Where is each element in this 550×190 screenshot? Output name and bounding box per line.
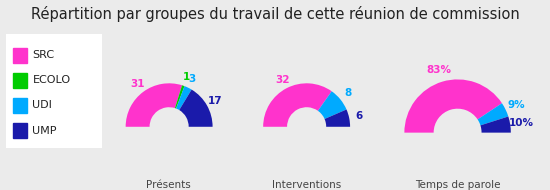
Text: 10%: 10% xyxy=(509,118,534,128)
FancyBboxPatch shape xyxy=(2,30,106,153)
Text: ECOLO: ECOLO xyxy=(32,75,70,85)
Text: Temps de parole
(mots prononcés): Temps de parole (mots prononcés) xyxy=(412,180,503,190)
Wedge shape xyxy=(318,91,346,119)
Text: SRC: SRC xyxy=(32,50,54,60)
Text: 31: 31 xyxy=(130,79,145,89)
Wedge shape xyxy=(179,89,213,127)
Wedge shape xyxy=(324,109,350,127)
Wedge shape xyxy=(404,79,502,133)
Text: 1: 1 xyxy=(183,72,190,82)
Text: 32: 32 xyxy=(275,75,289,85)
Text: UMP: UMP xyxy=(32,126,57,135)
Wedge shape xyxy=(480,116,511,133)
Text: 17: 17 xyxy=(208,96,223,106)
Bar xyxy=(13,48,26,63)
Bar xyxy=(13,98,26,113)
Text: Présents: Présents xyxy=(146,180,191,190)
Bar xyxy=(13,123,26,138)
Text: 8: 8 xyxy=(344,88,351,98)
Text: UDI: UDI xyxy=(32,101,52,110)
Text: 9%: 9% xyxy=(507,100,525,110)
Text: 83%: 83% xyxy=(426,66,452,75)
Text: Répartition par groupes du travail de cette réunion de commission: Répartition par groupes du travail de ce… xyxy=(31,6,519,22)
Bar xyxy=(13,73,26,88)
Wedge shape xyxy=(176,86,191,110)
Wedge shape xyxy=(125,83,182,127)
Wedge shape xyxy=(477,103,508,125)
Text: Interventions: Interventions xyxy=(272,180,341,190)
Wedge shape xyxy=(263,83,332,127)
Wedge shape xyxy=(175,85,185,108)
Text: 6: 6 xyxy=(355,111,362,121)
Text: 3: 3 xyxy=(189,74,196,84)
